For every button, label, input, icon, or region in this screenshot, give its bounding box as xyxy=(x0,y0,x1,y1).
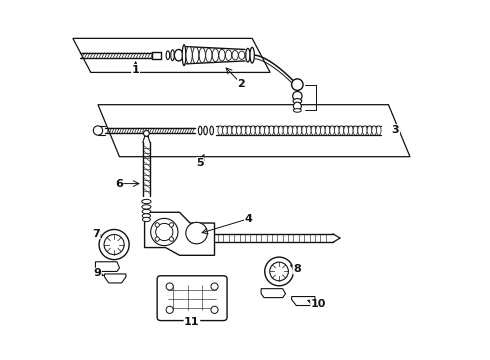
Ellipse shape xyxy=(219,49,225,61)
Polygon shape xyxy=(261,289,286,298)
Ellipse shape xyxy=(269,126,274,135)
Text: 5: 5 xyxy=(196,158,204,168)
Ellipse shape xyxy=(376,126,381,135)
Ellipse shape xyxy=(260,126,265,135)
Circle shape xyxy=(166,283,173,290)
Ellipse shape xyxy=(250,47,254,63)
Ellipse shape xyxy=(297,126,302,135)
Ellipse shape xyxy=(339,126,344,135)
Ellipse shape xyxy=(363,126,367,135)
Ellipse shape xyxy=(344,126,348,135)
Polygon shape xyxy=(98,105,410,157)
Text: 4: 4 xyxy=(245,214,252,224)
Circle shape xyxy=(155,237,159,241)
Text: 8: 8 xyxy=(293,264,301,274)
Circle shape xyxy=(292,79,303,90)
FancyBboxPatch shape xyxy=(157,276,227,320)
Circle shape xyxy=(151,219,178,246)
Ellipse shape xyxy=(367,126,372,135)
Ellipse shape xyxy=(265,126,269,135)
Ellipse shape xyxy=(142,205,151,209)
Ellipse shape xyxy=(142,214,150,218)
Ellipse shape xyxy=(250,126,255,135)
Ellipse shape xyxy=(311,126,316,135)
Polygon shape xyxy=(96,262,120,271)
Circle shape xyxy=(294,102,301,110)
Circle shape xyxy=(169,237,173,241)
Ellipse shape xyxy=(227,126,232,135)
Circle shape xyxy=(104,234,124,255)
Circle shape xyxy=(169,223,173,227)
Circle shape xyxy=(211,306,218,314)
Ellipse shape xyxy=(335,126,339,135)
Ellipse shape xyxy=(330,126,335,135)
Ellipse shape xyxy=(239,51,245,59)
Ellipse shape xyxy=(225,50,232,60)
Ellipse shape xyxy=(288,126,293,135)
Ellipse shape xyxy=(237,126,241,135)
Ellipse shape xyxy=(193,47,199,63)
Circle shape xyxy=(270,262,289,281)
Circle shape xyxy=(265,257,294,286)
Circle shape xyxy=(93,126,102,135)
Circle shape xyxy=(155,223,159,227)
Text: 9: 9 xyxy=(93,268,101,278)
Ellipse shape xyxy=(372,126,376,135)
Ellipse shape xyxy=(255,126,260,135)
Polygon shape xyxy=(104,274,126,283)
Ellipse shape xyxy=(274,126,278,135)
Polygon shape xyxy=(73,39,270,72)
Ellipse shape xyxy=(204,126,207,135)
Ellipse shape xyxy=(232,126,237,135)
Ellipse shape xyxy=(182,45,186,66)
Circle shape xyxy=(156,224,173,240)
Ellipse shape xyxy=(307,126,311,135)
Ellipse shape xyxy=(358,126,363,135)
Text: 2: 2 xyxy=(238,79,245,89)
Ellipse shape xyxy=(302,126,307,135)
Circle shape xyxy=(166,306,173,314)
Ellipse shape xyxy=(294,109,301,112)
Text: 1: 1 xyxy=(132,64,140,75)
Text: 7: 7 xyxy=(92,229,100,239)
Ellipse shape xyxy=(210,126,214,135)
Ellipse shape xyxy=(212,49,219,62)
Ellipse shape xyxy=(245,48,250,62)
Ellipse shape xyxy=(316,126,320,135)
Ellipse shape xyxy=(198,126,202,135)
Circle shape xyxy=(293,91,302,101)
Ellipse shape xyxy=(348,126,353,135)
Ellipse shape xyxy=(206,48,212,62)
Ellipse shape xyxy=(325,126,330,135)
Ellipse shape xyxy=(246,126,250,135)
Ellipse shape xyxy=(171,50,174,60)
Ellipse shape xyxy=(353,126,358,135)
Text: 3: 3 xyxy=(392,125,399,135)
Ellipse shape xyxy=(232,50,238,60)
Ellipse shape xyxy=(199,48,205,63)
Text: 11: 11 xyxy=(184,318,200,327)
Ellipse shape xyxy=(278,126,283,135)
Circle shape xyxy=(211,283,218,290)
Ellipse shape xyxy=(186,46,192,64)
Ellipse shape xyxy=(283,126,288,135)
Ellipse shape xyxy=(293,99,302,104)
Ellipse shape xyxy=(320,126,325,135)
Circle shape xyxy=(186,222,207,244)
Ellipse shape xyxy=(142,199,151,204)
Polygon shape xyxy=(292,297,315,306)
Ellipse shape xyxy=(144,131,149,136)
Polygon shape xyxy=(145,212,215,255)
Ellipse shape xyxy=(142,210,151,214)
Text: 6: 6 xyxy=(115,179,122,189)
Ellipse shape xyxy=(166,51,170,59)
Ellipse shape xyxy=(241,126,246,135)
Ellipse shape xyxy=(222,126,227,135)
Ellipse shape xyxy=(293,126,297,135)
Ellipse shape xyxy=(218,126,222,135)
Ellipse shape xyxy=(143,217,150,222)
Circle shape xyxy=(99,229,129,260)
Text: 10: 10 xyxy=(311,300,326,310)
